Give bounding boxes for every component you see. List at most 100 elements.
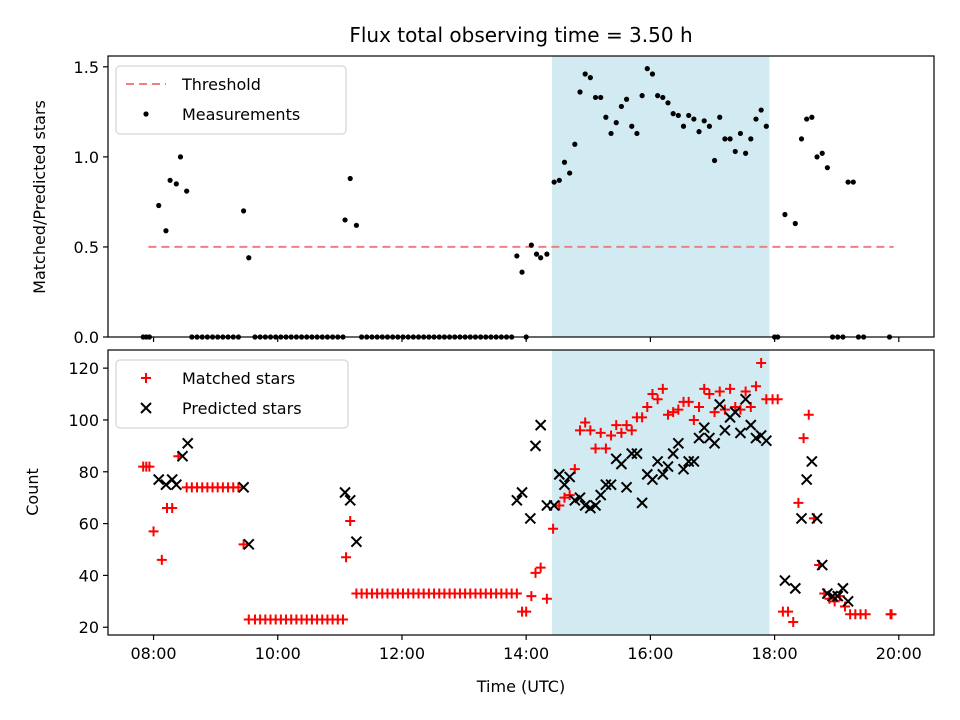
predicted-stars-point <box>816 559 828 571</box>
matched-stars-point <box>704 389 715 400</box>
matched-stars-point <box>740 386 751 397</box>
matched-stars-point <box>511 588 522 599</box>
matched-stars-point <box>590 443 601 454</box>
matched-stars-point <box>541 593 552 604</box>
measurements-point <box>763 123 769 129</box>
measurements-point <box>167 177 173 183</box>
measurements-point <box>665 100 671 106</box>
predicted-stars-point <box>734 427 747 439</box>
matched-stars-point <box>600 443 611 454</box>
top-legend: Threshold Measurements <box>115 65 347 135</box>
predicted-stars-point <box>626 447 638 460</box>
measurements-point <box>691 116 697 122</box>
matched-stars-point <box>616 427 627 438</box>
measurements-point <box>163 228 169 234</box>
predicted-stars-point <box>563 471 576 483</box>
measurements-point <box>792 220 798 227</box>
measurements-point <box>353 222 360 228</box>
measurements-point <box>639 93 645 99</box>
measurements-point <box>819 150 825 156</box>
predicted-stars-point <box>708 437 721 449</box>
predicted-stars-point <box>651 455 664 468</box>
measurements-point <box>824 165 830 171</box>
matched-stars-point <box>148 526 159 537</box>
matched-stars-point <box>730 402 741 412</box>
predicted-stars-point <box>589 499 602 512</box>
predicted-stars-point <box>339 486 351 499</box>
measurements-point <box>680 123 687 129</box>
predicted-stars-point <box>837 582 849 595</box>
matched-stars-point <box>611 420 622 431</box>
predicted-stars-point <box>615 458 628 470</box>
matched-stars-point <box>725 383 736 394</box>
measurements-point <box>156 202 162 209</box>
predicted-stars-point <box>760 434 773 447</box>
predicted-stars-point <box>636 497 648 509</box>
predicted-stars-point <box>153 473 165 486</box>
legend-label: Threshold <box>181 75 261 94</box>
predicted-stars-point <box>548 499 560 512</box>
measurements-point <box>177 154 184 160</box>
measurements-point <box>587 75 593 81</box>
y-tick-label: 1.0 <box>74 148 99 167</box>
matched-stars-point <box>803 409 814 420</box>
y-tick-label: 60 <box>79 515 99 534</box>
y-tick-label: 40 <box>79 566 99 585</box>
predicted-stars-point <box>511 494 523 506</box>
predicted-stars-point <box>677 463 690 475</box>
measurements-point <box>603 114 609 120</box>
measurements-point <box>519 269 525 275</box>
matched-stars-point <box>860 609 871 620</box>
x-axis-title: Time (UTC) <box>476 677 565 696</box>
predicted-stars-point <box>237 481 250 494</box>
matched-stars-point <box>564 490 575 501</box>
matched-stars-point <box>337 614 348 625</box>
measurements-point <box>514 253 520 259</box>
predicted-stars-point <box>574 491 586 504</box>
measurements-point <box>551 179 557 185</box>
predicted-stars-point <box>729 406 741 418</box>
predicted-stars-point <box>682 455 695 468</box>
measurements-point <box>711 157 718 164</box>
matched-stars-point <box>673 404 684 415</box>
measurements-point <box>814 154 820 160</box>
measurements-point <box>533 251 540 257</box>
measurements-point <box>701 118 707 124</box>
series-2-point <box>886 609 897 620</box>
predicted-stars-point <box>529 440 542 452</box>
matched-stars-point <box>580 417 591 428</box>
predicted-stars-point <box>181 437 194 449</box>
predicted-stars-point <box>605 479 617 491</box>
x-tick-label: 12:00 <box>379 644 425 663</box>
top-y-axis-title: Matched/Predicted stars <box>30 100 49 294</box>
legend-label: Predicted stars <box>182 399 302 418</box>
bottom-plot-frame <box>107 349 935 636</box>
top-panel: 0.0 0.5 1.0 1.5 Flux total observing time =… <box>30 23 935 347</box>
matched-stars-point <box>788 617 799 628</box>
predicted-stars-point <box>594 489 607 501</box>
x-tick-label: 20:00 <box>876 644 922 663</box>
predicted-stars-point <box>698 422 710 434</box>
measurements-point <box>572 141 578 147</box>
measurements-point <box>743 150 749 156</box>
measurements-point <box>782 211 788 218</box>
predicted-stars-point <box>631 447 643 460</box>
measurements-point <box>696 129 702 135</box>
measurements-point <box>577 89 583 95</box>
predicted-stars-point <box>693 432 705 444</box>
measurements-point <box>748 136 754 142</box>
measurements-point <box>686 112 692 119</box>
matched-stars-point <box>345 516 356 526</box>
measurements-point <box>727 136 733 142</box>
measurements-point <box>582 71 588 77</box>
measurements-point <box>644 66 650 72</box>
predicted-stars-point <box>662 460 674 473</box>
matched-stars-point <box>156 554 167 565</box>
measurements-point <box>850 179 856 185</box>
matched-stars-point <box>699 383 710 394</box>
highlight-span <box>552 56 770 337</box>
measurements-point <box>567 170 573 176</box>
y-tick-label: 120 <box>68 359 99 378</box>
matched-stars-point <box>521 606 532 617</box>
measurements-point <box>240 208 247 214</box>
